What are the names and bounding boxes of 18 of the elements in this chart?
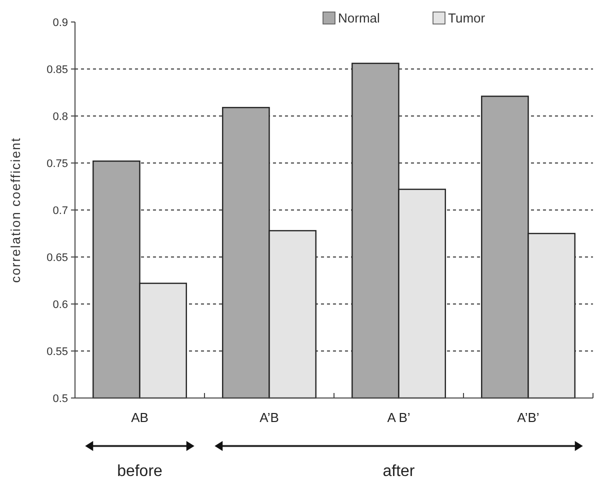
legend-label: Normal <box>338 10 380 26</box>
x-tick-label: A’B <box>260 410 279 425</box>
legend-label: Tumor <box>448 10 486 26</box>
y-tick-label: 0.85 <box>46 64 68 76</box>
y-tick-label: 0.6 <box>52 298 68 311</box>
y-tick-label: 0.75 <box>46 158 68 170</box>
x-tick-label: A B’ <box>387 410 410 425</box>
x-tick-label: A’B’ <box>517 410 540 425</box>
text: before <box>117 463 163 478</box>
x-tick-label: AB <box>131 410 148 425</box>
y-tick-label: 0.8 <box>52 110 68 123</box>
y-tick-label: 0.65 <box>46 252 68 264</box>
y-tick-label: 0.55 <box>46 346 68 358</box>
y-axis-title: correlation coefficient <box>8 137 23 283</box>
text: after <box>382 463 416 478</box>
y-tick-label: 0.5 <box>52 392 68 405</box>
y-tick-label: 0.7 <box>52 204 68 217</box>
y-tick-label: 0.9 <box>52 16 68 29</box>
